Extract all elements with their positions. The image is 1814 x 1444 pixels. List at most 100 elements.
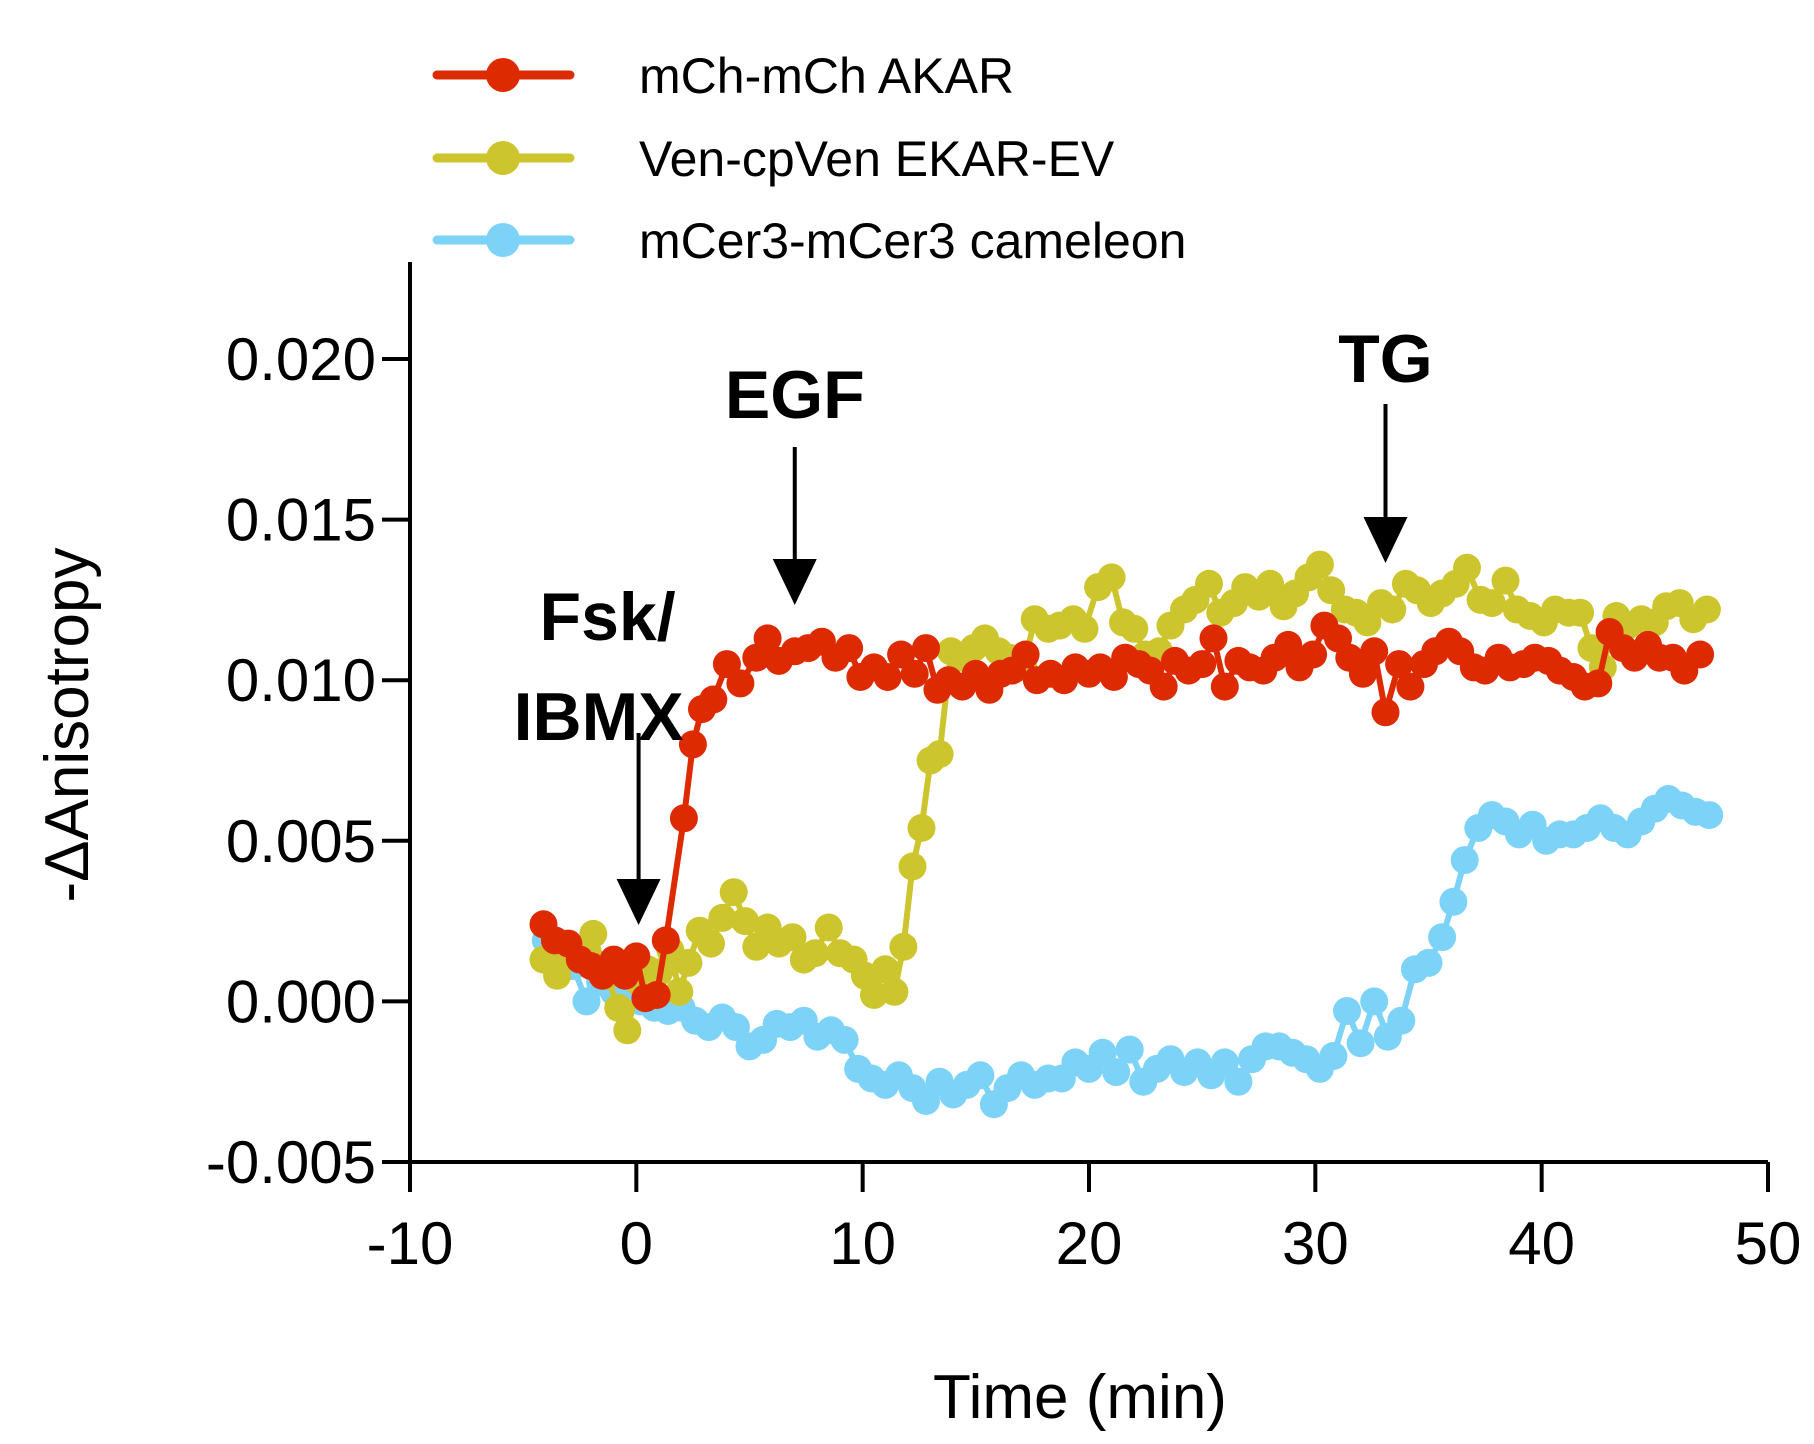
data-point <box>1453 553 1481 582</box>
annotations-layer: Fsk/IBMX EGF TG <box>514 321 1433 925</box>
legend-marker-icon <box>486 223 520 257</box>
data-point <box>719 878 748 907</box>
data-point <box>880 977 909 1006</box>
data-point <box>1348 659 1377 688</box>
annotation-label: Fsk/ <box>540 579 676 655</box>
data-point <box>674 948 703 977</box>
legend-item-0: mCh-mCh AKAR <box>432 48 1014 104</box>
y-tick-label: -0.005 <box>206 1129 376 1196</box>
data-point <box>1396 672 1425 701</box>
data-point <box>898 852 927 881</box>
data-point <box>966 1061 995 1090</box>
x-tick-label: 30 <box>1282 1210 1349 1277</box>
data-point <box>1274 630 1303 659</box>
data-point <box>1360 987 1389 1016</box>
data-point <box>613 1016 642 1045</box>
axes: -0.005 0.000 0.005 0.010 0.015 0.020 -10 0 10 20 3… <box>33 262 1801 1432</box>
data-point <box>912 634 940 663</box>
legend-item-2: mCer3-mCer3 cameleon <box>432 213 1186 269</box>
legend-item-1: Ven-cpVen EKAR-EV <box>432 131 1115 187</box>
data-point <box>699 685 728 714</box>
data-point <box>1695 801 1724 830</box>
data-point <box>1097 563 1126 592</box>
legend: mCh-mCh AKAR Ven-cpVen EKAR-EV mCer3-mCer3… <box>432 48 1186 269</box>
data-point <box>1491 566 1520 595</box>
data-point <box>1195 569 1223 598</box>
annotation-label: EGF <box>725 357 865 433</box>
data-point <box>543 961 572 990</box>
data-point <box>925 740 954 769</box>
data-point <box>1385 650 1414 679</box>
legend-marker-icon <box>486 141 520 175</box>
data-point <box>1319 1042 1348 1070</box>
data-point <box>1346 1029 1375 1058</box>
y-tick-label: 0.020 <box>226 326 376 393</box>
data-point <box>1428 923 1457 952</box>
data-point <box>669 804 698 833</box>
down-arrow-icon <box>772 559 817 605</box>
series-0 <box>529 611 1715 1013</box>
y-tick-label: 0.015 <box>226 487 376 554</box>
data-point <box>871 955 900 984</box>
legend-label: mCh-mCh AKAR <box>639 48 1014 104</box>
down-arrow-icon <box>616 879 661 925</box>
annotation-tg: TG <box>1338 321 1433 563</box>
data-point <box>678 730 707 759</box>
down-arrow-icon <box>1363 517 1408 563</box>
data-point <box>604 993 633 1022</box>
data-point <box>1378 595 1407 624</box>
data-point <box>697 929 725 958</box>
data-point <box>1102 1058 1131 1087</box>
y-axis-title: -ΔAnisotropy <box>33 548 102 903</box>
data-point <box>1299 640 1328 669</box>
data-point <box>651 926 680 955</box>
data-point <box>889 932 918 961</box>
data-point <box>1414 948 1443 977</box>
data-point <box>1371 698 1400 727</box>
x-tick-label: 0 <box>620 1210 653 1277</box>
x-axis-title: Time (min) <box>933 1363 1227 1432</box>
legend-label: Ven-cpVen EKAR-EV <box>639 131 1115 187</box>
data-point <box>708 903 737 932</box>
data-point <box>835 634 864 663</box>
data-point <box>1450 846 1479 875</box>
data-point <box>753 624 782 653</box>
data-point <box>1692 595 1721 624</box>
data-point <box>1333 997 1361 1025</box>
data-point <box>1149 672 1178 701</box>
data-point <box>1477 589 1506 618</box>
data-point <box>1439 887 1468 916</box>
data-point <box>642 981 671 1009</box>
data-point <box>1199 624 1228 653</box>
data-point <box>1305 550 1334 579</box>
data-point <box>801 939 830 968</box>
y-tick-label: 0.010 <box>226 647 376 714</box>
data-point <box>1115 1035 1144 1064</box>
data-point <box>1360 637 1389 666</box>
data-point <box>873 663 902 691</box>
data-point <box>1686 640 1715 669</box>
annotation-label: IBMX <box>514 679 684 755</box>
annotation-egf: EGF <box>725 357 865 605</box>
data-point <box>1566 598 1595 627</box>
x-tick-label: -10 <box>367 1210 454 1277</box>
data-point <box>900 659 929 688</box>
data-point <box>1188 650 1217 679</box>
data-point <box>778 923 807 952</box>
series-1 <box>529 550 1721 1045</box>
data-point <box>814 913 843 942</box>
series-layer <box>529 550 1724 1119</box>
y-tick-label: 0.005 <box>226 808 376 875</box>
data-point <box>579 919 608 948</box>
data-point <box>1387 1006 1416 1035</box>
data-point <box>1210 672 1239 701</box>
data-point <box>1584 669 1613 698</box>
x-tick-label: 40 <box>1508 1210 1575 1277</box>
data-point <box>1011 640 1040 669</box>
data-point <box>665 977 694 1006</box>
data-point <box>622 942 651 971</box>
legend-label: mCer3-mCer3 cameleon <box>639 213 1186 269</box>
data-point <box>726 669 755 698</box>
x-tick-label: 50 <box>1735 1210 1802 1277</box>
data-point <box>907 814 936 842</box>
